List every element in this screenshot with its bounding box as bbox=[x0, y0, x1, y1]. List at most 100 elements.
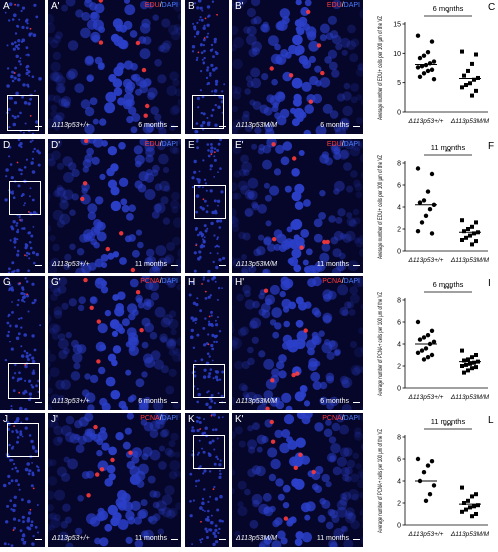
overview-panel: E bbox=[185, 139, 229, 273]
data-point-circle bbox=[428, 207, 432, 211]
data-point-circle bbox=[432, 340, 436, 344]
micrograph-background bbox=[232, 0, 363, 134]
data-point-square bbox=[472, 361, 476, 365]
data-point-circle bbox=[426, 189, 430, 193]
data-point-square bbox=[470, 366, 474, 370]
stain-blue: DAPI bbox=[162, 278, 178, 285]
chart-panel-label: I bbox=[488, 278, 491, 289]
stain-legend: EDU/DAPI bbox=[145, 2, 178, 10]
y-axis-label: Average number of PCNA+ cells per 100 μm… bbox=[378, 429, 384, 533]
data-point-circle bbox=[428, 61, 432, 65]
panel-label: D' bbox=[51, 140, 60, 151]
overview-panel: D bbox=[0, 139, 45, 273]
data-point-circle bbox=[416, 65, 420, 69]
x-tick-label: Δ113p53M/M bbox=[450, 257, 490, 264]
data-point-square bbox=[474, 353, 478, 357]
chart-panel-label: F bbox=[488, 141, 494, 152]
data-point-circle bbox=[432, 59, 436, 63]
y-tick-label: 2 bbox=[397, 501, 401, 508]
data-point-circle bbox=[418, 75, 422, 79]
panel-label: E bbox=[188, 140, 195, 151]
panel-label: D bbox=[3, 140, 10, 151]
stain-legend: EDU/DAPI bbox=[327, 2, 360, 10]
significance-label: ** bbox=[445, 148, 451, 157]
data-point-square bbox=[460, 218, 464, 222]
chart-panel-label: C bbox=[488, 2, 495, 13]
y-tick-label: 8 bbox=[397, 161, 401, 168]
data-point-circle bbox=[416, 457, 420, 461]
data-point-square bbox=[476, 230, 480, 234]
panel-label: A bbox=[3, 1, 10, 12]
data-point-circle bbox=[418, 337, 422, 341]
stain-legend: PCNA/DAPI bbox=[322, 278, 360, 286]
data-point-square bbox=[470, 242, 474, 246]
data-point-circle bbox=[426, 355, 430, 359]
stain-red: PCNA bbox=[140, 278, 159, 285]
y-tick-label: 0 bbox=[397, 249, 401, 256]
panel-label: E' bbox=[235, 140, 244, 151]
data-point-square bbox=[474, 53, 478, 57]
y-tick-label: 0 bbox=[397, 110, 401, 117]
zoom-region-box bbox=[9, 181, 41, 215]
data-point-square bbox=[470, 494, 474, 498]
stain-blue: DAPI bbox=[344, 278, 360, 285]
data-point-circle bbox=[422, 357, 426, 361]
scale-bar bbox=[35, 265, 42, 267]
genotype-label: Δ113p53+/+ bbox=[52, 535, 90, 543]
y-tick-label: 4 bbox=[397, 342, 401, 349]
data-point-circle bbox=[432, 203, 436, 207]
stain-blue: DAPI bbox=[344, 415, 360, 422]
stain-red: EDU bbox=[145, 2, 160, 9]
stain-red: EDU bbox=[327, 2, 342, 9]
panel-label: H bbox=[188, 277, 195, 288]
zoom-region-box bbox=[193, 364, 225, 398]
data-point-square bbox=[466, 69, 470, 73]
zoom-region-box bbox=[7, 423, 39, 457]
data-point-square bbox=[476, 503, 480, 507]
zoom-region-box bbox=[193, 435, 225, 469]
scale-bar bbox=[219, 402, 226, 404]
data-point-square bbox=[472, 504, 476, 508]
age-label: 6 months bbox=[138, 122, 167, 130]
overview-panel: H bbox=[185, 276, 229, 410]
data-point-square bbox=[466, 368, 470, 372]
age-label: 11 months bbox=[135, 535, 167, 543]
x-tick-label: Δ113p53+/+ bbox=[408, 394, 444, 401]
stain-red: PCNA bbox=[140, 415, 159, 422]
chart-panel-label: L bbox=[488, 415, 494, 426]
age-label: 6 months bbox=[320, 122, 349, 130]
data-point-circle bbox=[422, 71, 426, 75]
scale-bar bbox=[219, 265, 226, 267]
data-point-square bbox=[466, 227, 470, 231]
data-point-square bbox=[464, 508, 468, 512]
y-tick-label: 15 bbox=[393, 22, 401, 29]
genotype-label: Δ113p53+/+ bbox=[52, 261, 90, 269]
panel-label: B bbox=[188, 1, 195, 12]
stain-blue: DAPI bbox=[162, 141, 178, 148]
data-point-square bbox=[470, 62, 474, 66]
data-point-circle bbox=[418, 56, 422, 60]
data-point-square bbox=[468, 362, 472, 366]
data-point-circle bbox=[418, 479, 422, 483]
data-point-circle bbox=[426, 463, 430, 467]
y-tick-label: 0 bbox=[397, 523, 401, 530]
micrograph-background bbox=[232, 139, 363, 273]
zoom-region-box bbox=[192, 95, 224, 129]
genotype-label: Δ113p53+/+ bbox=[52, 122, 90, 130]
panel-label: K bbox=[188, 414, 195, 425]
genotype-label: Δ113p53M/M bbox=[236, 122, 277, 130]
data-point-square bbox=[474, 239, 478, 243]
stain-red: EDU bbox=[145, 141, 160, 148]
data-point-square bbox=[460, 50, 464, 54]
data-point-circle bbox=[418, 200, 422, 204]
data-point-circle bbox=[416, 34, 420, 38]
data-point-circle bbox=[416, 320, 420, 324]
data-point-circle bbox=[430, 172, 434, 176]
stain-legend: PCNA/DAPI bbox=[322, 415, 360, 423]
significance-label: *** bbox=[443, 422, 452, 431]
data-point-circle bbox=[432, 77, 436, 81]
scale-bar bbox=[353, 539, 360, 541]
data-point-square bbox=[472, 231, 476, 235]
